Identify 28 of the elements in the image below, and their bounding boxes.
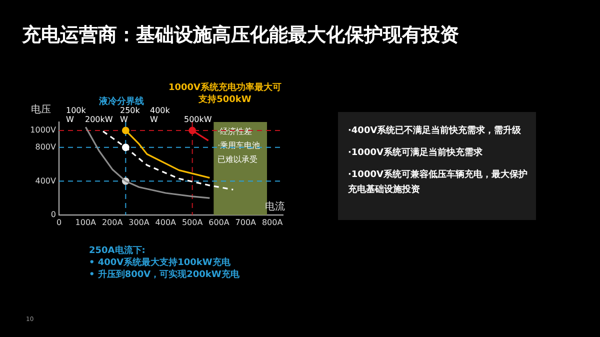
y-tick-label: 800V — [35, 142, 57, 152]
y-axis-title: 电压 — [31, 104, 51, 116]
x-tick-label: 400A — [155, 218, 177, 227]
x-tick-label: 500A — [182, 218, 204, 227]
text: ·1000V系统可满足当前快充需求 — [348, 146, 484, 160]
text: 250A电流下: — [89, 244, 146, 257]
text: ·400V系统已不满足当前快充需求，需升级 — [348, 124, 522, 138]
x-tick-label: 600A — [208, 218, 230, 227]
text: • 升压到800V，可实现200kW充电 — [89, 268, 240, 281]
ref-line-label: 液冷分界线 — [98, 96, 144, 107]
x-tick-label: 800A — [262, 218, 284, 227]
y-tick-label: 400V — [35, 176, 57, 186]
annotation: 200kW — [85, 115, 113, 124]
annotation: 100kW — [66, 106, 86, 124]
y-tick-label: 0 — [50, 210, 56, 220]
x-tick-label: 100A — [75, 218, 97, 227]
x-tick-label: 200A — [102, 218, 124, 227]
text: ·1000V系统可兼容低压车辆充电，最大保护充电基础设施投资 — [348, 168, 528, 197]
x-tick-label: 300A — [128, 218, 150, 227]
annotation: 250kW — [120, 106, 140, 124]
text: 1000V系统充电功率最大可支持500kW — [167, 82, 282, 106]
chart-title: 充电运营商：基础设施高压化能最大化保护现有投资 — [22, 23, 459, 48]
text: • 400V系统最大支持100kW充电 — [89, 256, 230, 269]
annotation: 500kW — [184, 115, 212, 124]
y-tick-label: 1000V — [30, 126, 57, 135]
x-axis-title: 电流 — [265, 200, 285, 213]
annotation: 400kW — [150, 106, 170, 124]
x-tick-label: 700A — [235, 218, 257, 227]
